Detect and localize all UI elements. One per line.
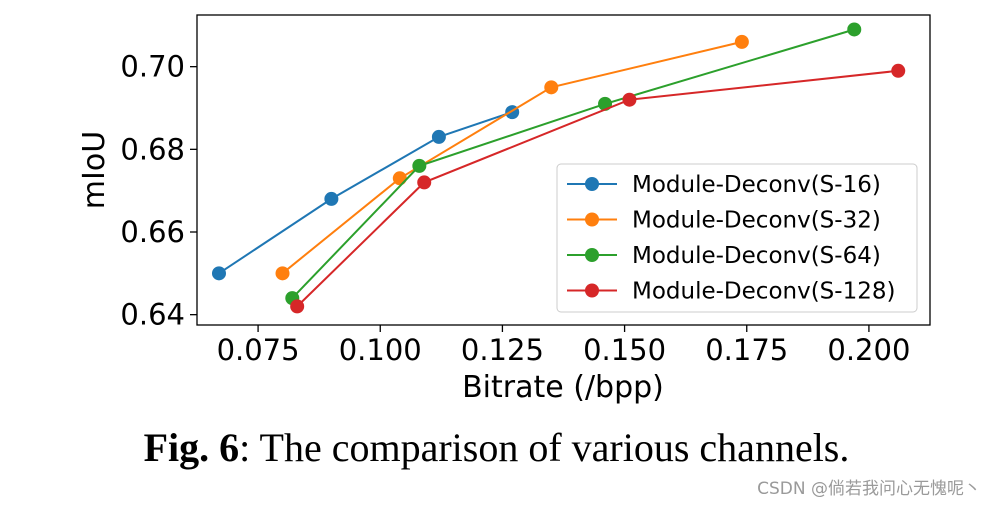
- y-tick-label: 0.66: [120, 215, 185, 249]
- legend: Module-Deconv(S-16) Module-Deconv(S-32) Mo…: [556, 163, 918, 313]
- series-4: [290, 63, 906, 314]
- plot-frame: [196, 14, 931, 326]
- legend-marker: [585, 283, 599, 298]
- legend-item: Module-Deconv(S-32): [567, 208, 881, 234]
- legend-marker: [585, 212, 599, 227]
- x-axis-label: Bitrate (/bpp): [462, 370, 664, 405]
- legend-label: Module-Deconv(S-16): [632, 172, 881, 198]
- series-layer: [211, 22, 906, 314]
- axis-ticks: 0.075 0.100 0.125 0.150 0.175 0.200 0.64 0.66 0.…: [120, 50, 910, 367]
- y-tick-label: 0.64: [120, 298, 185, 332]
- data-point: [211, 266, 226, 281]
- data-point: [417, 175, 432, 190]
- data-point: [891, 63, 906, 78]
- legend-label: Module-Deconv(S-64): [632, 243, 881, 269]
- series-1: [211, 105, 520, 281]
- series-line: [281, 40, 743, 275]
- data-point: [734, 34, 749, 49]
- caption-text: : The comparison of various channels.: [239, 425, 850, 470]
- x-tick-label: 0.100: [339, 333, 422, 367]
- data-point: [412, 158, 427, 173]
- legend-label: Module-Deconv(S-128): [632, 279, 895, 305]
- y-axis-label: mIoU: [77, 131, 112, 209]
- x-tick-label: 0.075: [217, 333, 300, 367]
- figure-label: Fig. 6: [143, 425, 240, 470]
- legend-marker: [585, 177, 599, 191]
- data-point: [275, 266, 290, 281]
- chart: mIoU Bitrate (/bpp) 0.075 0.100 0.125 0.150…: [77, 14, 931, 405]
- series-line: [296, 69, 899, 308]
- legend-label: Module-Deconv(S-32): [632, 208, 881, 234]
- x-tick-label: 0.175: [705, 333, 788, 367]
- series-line: [291, 28, 855, 299]
- y-tick-label: 0.68: [120, 132, 185, 166]
- figure-caption: Fig. 6: The comparison of various channe…: [0, 424, 993, 471]
- legend-marker: [585, 248, 599, 262]
- data-point: [431, 129, 446, 144]
- x-tick-label: 0.150: [583, 333, 666, 367]
- series-line: [218, 111, 513, 275]
- data-point: [544, 80, 559, 95]
- data-point: [847, 22, 862, 37]
- data-point: [324, 191, 339, 206]
- y-tick-label: 0.70: [120, 50, 185, 84]
- data-point: [622, 92, 637, 107]
- legend-item: Module-Deconv(S-16): [567, 172, 881, 198]
- series-2: [275, 34, 749, 281]
- legend-box: [556, 163, 918, 313]
- legend-item: Module-Deconv(S-64): [567, 243, 881, 269]
- watermark: CSDN @倘若我问心无愧呢丶: [757, 479, 981, 499]
- data-point: [290, 299, 305, 314]
- legend-item: Module-Deconv(S-128): [567, 279, 895, 305]
- x-tick-label: 0.125: [461, 333, 544, 367]
- x-tick-label: 0.200: [827, 333, 910, 367]
- data-point: [392, 171, 407, 186]
